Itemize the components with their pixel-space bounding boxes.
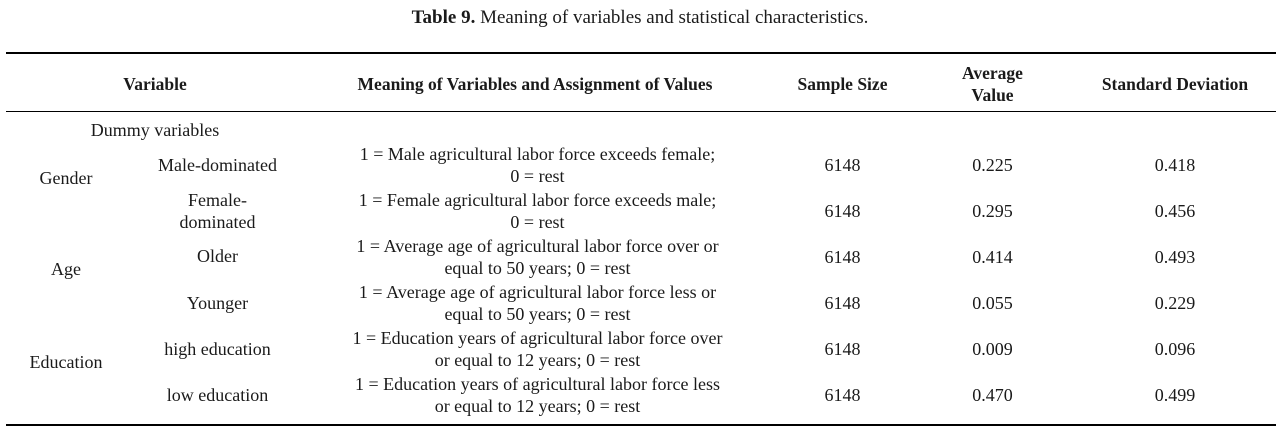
header-standard-deviation: Standard Deviation [1101, 74, 1249, 94]
table-row-1-sub: Female-dominated [179, 190, 256, 232]
table-row-0-sd: 0.418 [1154, 155, 1196, 175]
table-caption: Table 9. Meaning of variables and statis… [0, 6, 1280, 30]
table-row-3-meaning: 1 = Average age of agricultural labor fo… [358, 282, 717, 324]
table-row-2-meaning: 1 = Average age of agricultural labor fo… [356, 236, 719, 278]
table-row-0-n: 6148 [824, 155, 861, 175]
caption-text: Meaning of variables and statistical cha… [480, 7, 869, 28]
table-row-3-sd: 0.229 [1154, 293, 1196, 313]
table-row-1-n: 6148 [824, 201, 861, 221]
table-row-1-avg: 0.295 [972, 201, 1013, 221]
table-row-5-n: 6148 [824, 385, 861, 405]
table-row-0-avg: 0.225 [972, 155, 1013, 175]
table-row-5-avg: 0.470 [972, 385, 1013, 405]
table-row-3-sub: Younger [186, 293, 249, 313]
header-sample-size: Sample Size [797, 74, 888, 94]
table-row-1-sd: 0.456 [1154, 201, 1196, 221]
table-row-4-n: 6148 [824, 339, 861, 359]
table-row-2-avg: 0.414 [972, 247, 1013, 267]
table-row-2-sub: Older [197, 246, 238, 266]
table-row-2-n: 6148 [824, 247, 861, 267]
table-row-5-sub: low education [166, 385, 269, 405]
table-row-3-n: 6148 [824, 293, 861, 313]
header-average-value: Average Value [962, 63, 1023, 105]
top-rule [6, 52, 1276, 54]
group-gender: Gender [39, 168, 93, 188]
section-label: Dummy variables [90, 120, 220, 140]
table-row-1-meaning: 1 = Female agricultural labor force exce… [358, 190, 717, 232]
table-row-5-sd: 0.499 [1154, 385, 1196, 405]
table-row-3-avg: 0.055 [972, 293, 1013, 313]
table-row-5-meaning: 1 = Education years of agricultural labo… [354, 374, 720, 416]
bottom-rule [6, 424, 1276, 426]
table-row-4-avg: 0.009 [972, 339, 1013, 359]
table-row-4-sd: 0.096 [1154, 339, 1196, 359]
header-rule [6, 111, 1276, 112]
caption-label: Table 9. [411, 7, 476, 28]
table-row-0-meaning: 1 = Male agricultural labor force exceed… [359, 144, 716, 186]
group-age: Age [51, 259, 81, 279]
table-row-4-sub: high education [164, 339, 271, 359]
header-variable: Variable [123, 74, 187, 94]
table-row-0-sub: Male-dominated [158, 155, 277, 175]
group-education: Education [29, 352, 103, 372]
table-row-4-meaning: 1 = Education years of agricultural labo… [352, 328, 723, 370]
header-meaning: Meaning of Variables and Assignment of V… [357, 74, 713, 94]
table-row-2-sd: 0.493 [1154, 247, 1196, 267]
